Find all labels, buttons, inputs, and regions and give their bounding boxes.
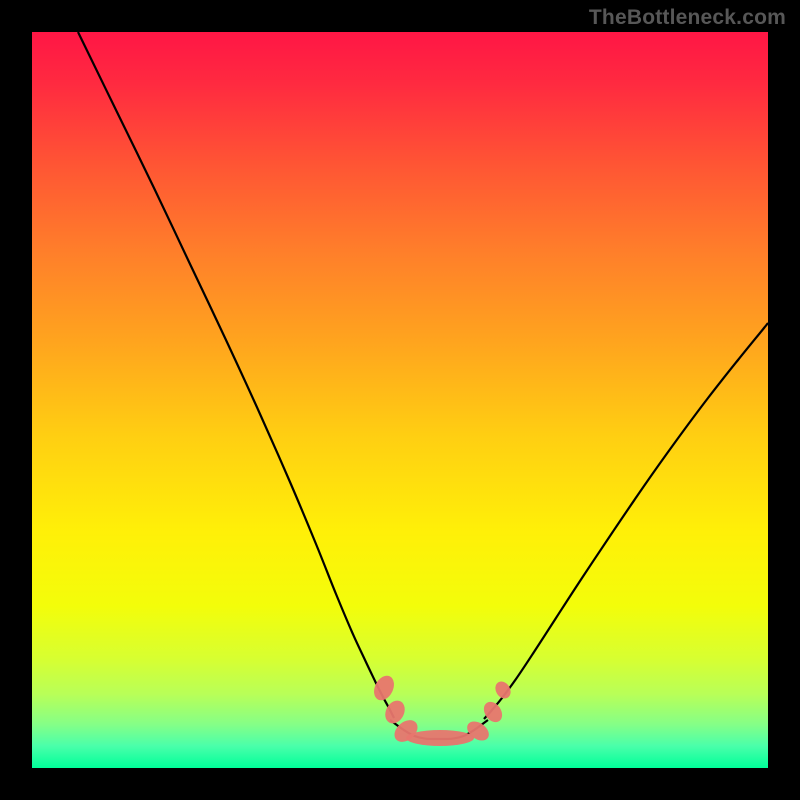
data-marker xyxy=(406,730,474,746)
curve-layer xyxy=(32,32,768,768)
curve-left-branch xyxy=(78,32,394,718)
data-marker xyxy=(492,679,513,702)
marker-group xyxy=(370,672,514,746)
outer-border: TheBottleneck.com xyxy=(0,0,800,800)
plot-area xyxy=(32,32,768,768)
curve-right-branch xyxy=(484,323,768,719)
data-marker xyxy=(480,698,506,725)
watermark-text: TheBottleneck.com xyxy=(589,6,786,30)
